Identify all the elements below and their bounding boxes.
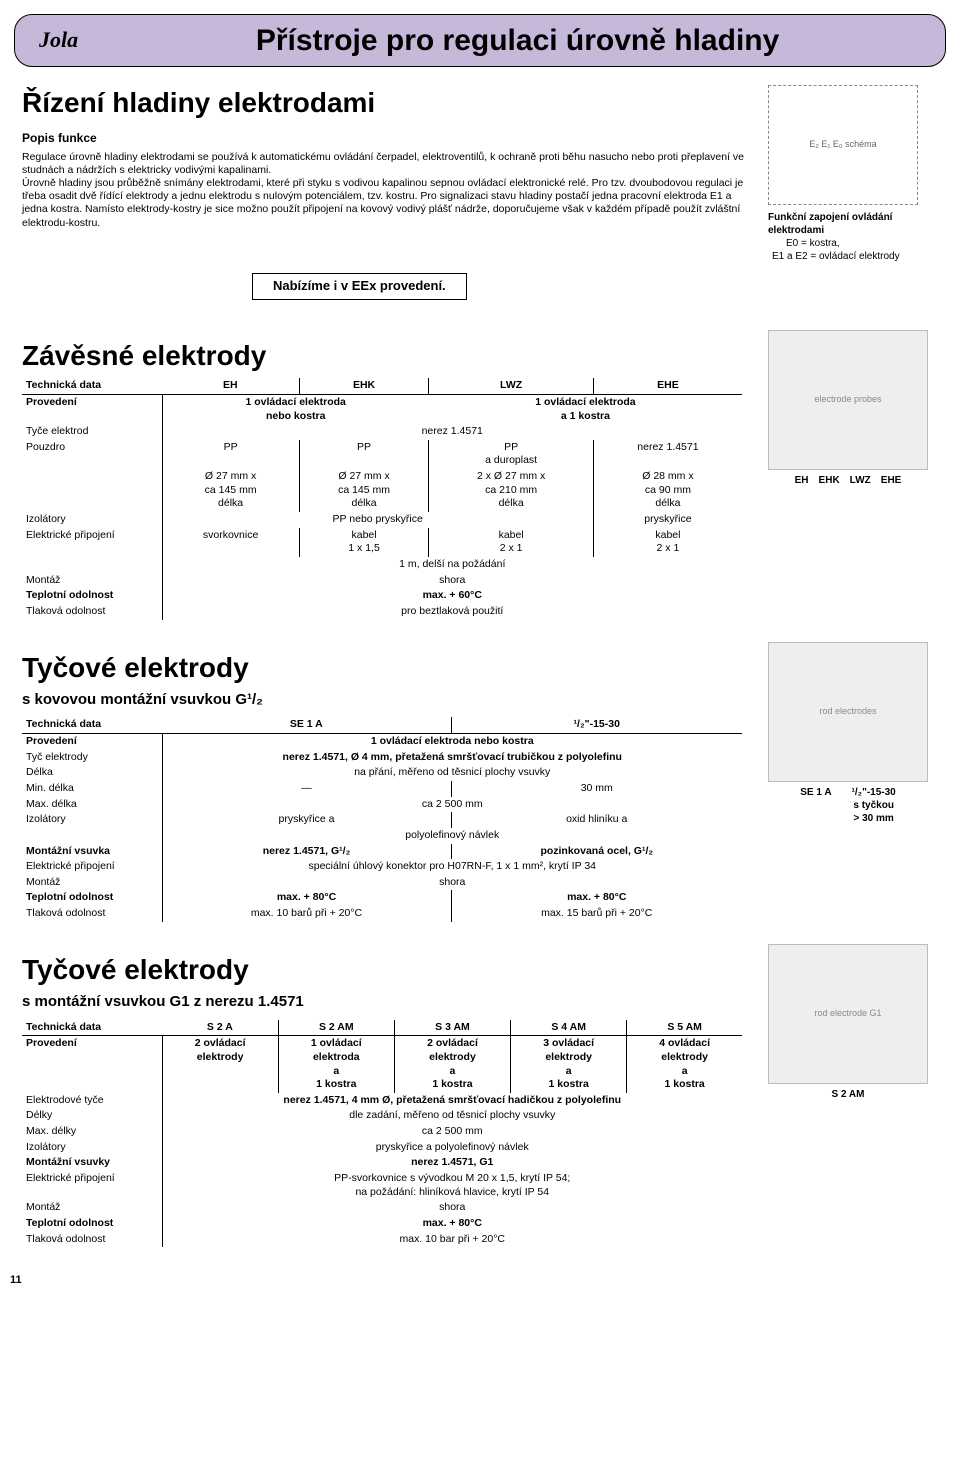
cell: Ø 28 mm x ca 90 mm délka xyxy=(593,469,742,512)
tycove1-subtitle: s kovovou montážní vsuvkou G¹/₂ xyxy=(22,690,758,710)
product-image: electrode probes xyxy=(768,330,928,470)
diagram-sub2: E1 a E2 = ovládací elektrody xyxy=(768,250,938,263)
row-label: Montáž xyxy=(22,573,162,589)
cell: Ø 27 mm x ca 145 mm délka xyxy=(299,469,429,512)
th: S 2 AM xyxy=(278,1020,394,1036)
cell: kabel 2 x 1 xyxy=(429,528,593,557)
th: EH xyxy=(162,378,299,394)
logo: Jola xyxy=(33,26,84,55)
diagram-sub1: E0 = kostra, xyxy=(768,237,938,250)
cell: PP nebo pryskyřice xyxy=(162,512,593,528)
cell: kabel 1 x 1,5 xyxy=(299,528,429,557)
row-label xyxy=(22,469,162,512)
row-label: Tyče elektrod xyxy=(22,424,162,440)
cell: PP a duroplast xyxy=(429,440,593,469)
row-label: Pouzdro xyxy=(22,440,162,469)
th: LWZ xyxy=(429,378,593,394)
banner-title: Přístroje pro regulaci úrovně hladiny xyxy=(108,21,927,60)
row-label: Tlaková odolnost xyxy=(22,604,162,620)
cell: nerez 1.4571 xyxy=(593,440,742,469)
cell: max. + 60°C xyxy=(162,588,742,604)
cell: 1 ovládací elektroda nebo kostra xyxy=(162,394,429,424)
cell: pryskyřice xyxy=(593,512,742,528)
cell: Ø 27 mm x ca 145 mm délka xyxy=(162,469,299,512)
cell: 1 ovládací elektroda a 1 kostra xyxy=(429,394,742,424)
th: SE 1 A xyxy=(162,717,451,733)
row-label: Teplotní odolnost xyxy=(22,588,162,604)
th: Technická data xyxy=(22,1020,162,1036)
cell: nerez 1.4571 xyxy=(162,424,742,440)
cell: pro beztlaková použití xyxy=(162,604,742,620)
row-label: Elektrické připojení xyxy=(22,528,162,557)
intro-title: Řízení hladiny elektrodami xyxy=(22,85,750,121)
zavesne-title: Závěsné elektrody xyxy=(22,338,758,374)
th: S 2 A xyxy=(162,1020,278,1036)
img-label: ¹/₂"-15-30 s tyčkou > 30 mm xyxy=(852,786,896,825)
cell: kabel 2 x 1 xyxy=(593,528,742,557)
row-label: Provedení xyxy=(22,394,162,424)
product-image: rod electrodes xyxy=(768,642,928,782)
diagram-caption: Funkční zapojení ovládání elektrodami xyxy=(768,211,938,237)
tycove2-table: Technická data S 2 A S 2 AM S 3 AM S 4 A… xyxy=(22,1020,742,1248)
th: S 5 AM xyxy=(627,1020,742,1036)
th: Technická data xyxy=(22,378,162,394)
th: S 3 AM xyxy=(394,1020,510,1036)
cell: 2 x Ø 27 mm x ca 210 mm délka xyxy=(429,469,593,512)
tycove1-table: Technická data SE 1 A ¹/₂"-15-30 Provede… xyxy=(22,717,742,921)
cell: 1 m, delší na požádání xyxy=(162,557,742,573)
page-number: 11 xyxy=(10,1273,960,1287)
cell: PP xyxy=(162,440,299,469)
cell: shora xyxy=(162,573,742,589)
img-label: S 2 AM xyxy=(832,1088,865,1101)
intro-body: Regulace úrovně hladiny elektrodami se p… xyxy=(22,151,750,230)
cell: PP xyxy=(299,440,429,469)
th: EHE xyxy=(593,378,742,394)
product-image-labels: EH EHK LWZ EHE xyxy=(795,474,902,487)
cell: svorkovnice xyxy=(162,528,299,557)
row-label: Izolátory xyxy=(22,512,162,528)
th: S 4 AM xyxy=(511,1020,627,1036)
offer-box: Nabízíme i v EEx provedení. xyxy=(252,273,467,300)
tycove1-title: Tyčové elektrody xyxy=(22,650,758,686)
header-banner: Jola Přístroje pro regulaci úrovně hladi… xyxy=(14,14,946,67)
th: Technická data xyxy=(22,717,162,733)
intro-subtitle: Popis funkce xyxy=(22,131,750,147)
product-image: rod electrode G1 xyxy=(768,944,928,1084)
tycove2-subtitle: s montážní vsuvkou G1 z nerezu 1.4571 xyxy=(22,992,758,1012)
zavesne-table: Technická data EH EHK LWZ EHE Provedení … xyxy=(22,378,742,619)
img-label: SE 1 A xyxy=(800,786,831,825)
tycove2-title: Tyčové elektrody xyxy=(22,952,758,988)
th: ¹/₂"-15-30 xyxy=(451,717,742,733)
wiring-diagram: E₂ E₁ E₀ schéma xyxy=(768,85,918,205)
th: EHK xyxy=(299,378,429,394)
